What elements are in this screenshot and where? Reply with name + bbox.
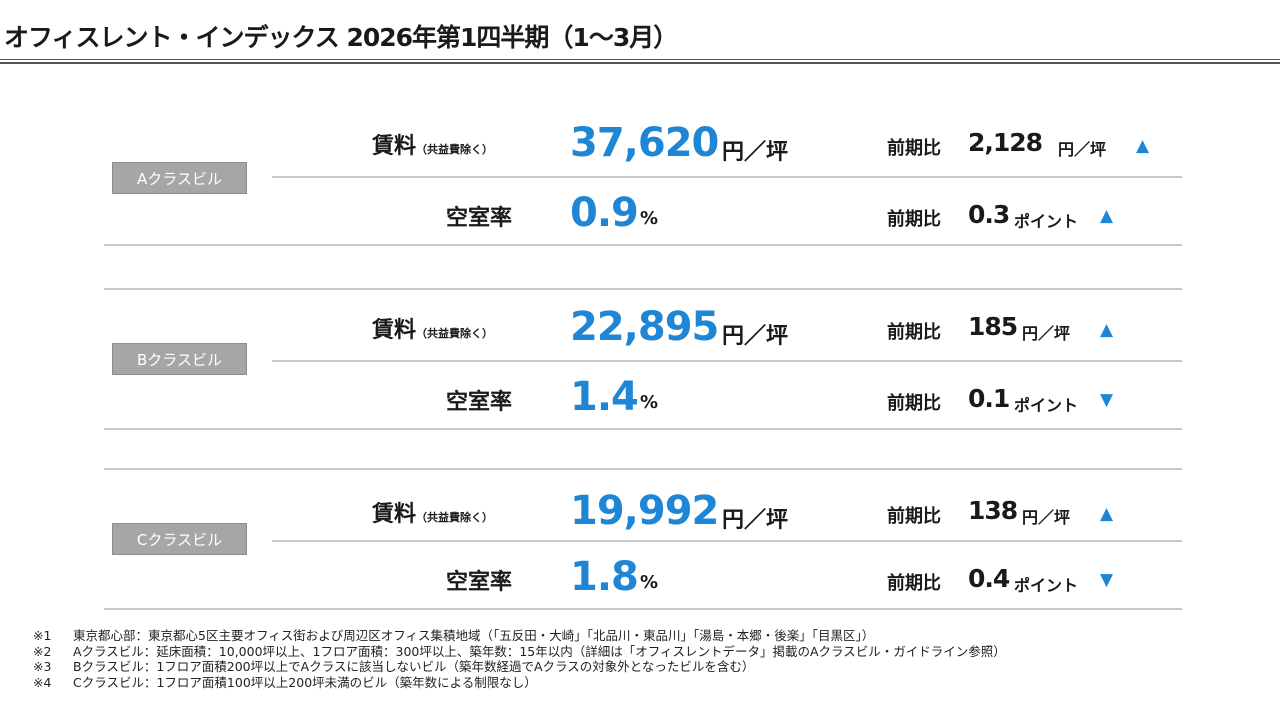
point-unit: ポイント <box>1014 576 1079 595</box>
section-b-class: Bクラスビル 賃料（共益費除く） 22,895 円／坪 前期比 185 円／坪 … <box>0 288 1280 438</box>
rent-unit: 円／坪 <box>722 140 789 165</box>
divider <box>104 608 1182 610</box>
c-rent-change: 138 <box>968 496 1018 525</box>
b-vacancy-change: 0.1 <box>968 384 1010 413</box>
compare-label: 前期比 <box>887 138 941 159</box>
c-rent-value: 19,992 <box>570 488 719 534</box>
vacancy-label: 空室率 <box>446 206 513 231</box>
divider <box>104 288 1182 290</box>
triangle-up-icon: ▲ <box>1136 136 1150 156</box>
b-rent-value: 22,895 <box>570 304 719 350</box>
point-unit: ポイント <box>1014 212 1079 231</box>
triangle-down-icon: ▼ <box>1100 570 1114 590</box>
percent-unit: % <box>640 572 659 593</box>
vacancy-label: 空室率 <box>446 570 513 595</box>
c-class-badge: Cクラスビル <box>112 523 247 555</box>
triangle-up-icon: ▲ <box>1100 320 1114 340</box>
a-vacancy-change: 0.3 <box>968 200 1010 229</box>
divider <box>104 244 1182 246</box>
compare-label: 前期比 <box>887 209 941 230</box>
b-class-badge: Bクラスビル <box>112 343 247 375</box>
c-vacancy-change: 0.4 <box>968 564 1010 593</box>
rent-label: 賃料（共益費除く） <box>372 318 494 343</box>
point-unit: ポイント <box>1014 396 1079 415</box>
percent-unit: % <box>640 392 659 413</box>
compare-label: 前期比 <box>887 393 941 414</box>
compare-label: 前期比 <box>887 573 941 594</box>
title-divider <box>0 59 1280 60</box>
section-a-class: Aクラスビル 賃料（共益費除く） 37,620 円／坪 前期比 2,128 円／… <box>0 120 1280 270</box>
rent-label: 賃料（共益費除く） <box>372 502 494 527</box>
divider <box>104 468 1182 470</box>
footnotes: ※1 東京都心部：東京都心5区主要オフィス街および周辺区オフィス集積地域（「五反田… <box>33 628 1006 690</box>
page-title: オフィスレント・インデックス 2026年第1四半期（1〜3月） <box>4 23 678 52</box>
rent-label: 賃料（共益費除く） <box>372 134 494 159</box>
divider <box>272 176 1182 178</box>
a-vacancy-value: 0.9 <box>570 190 639 236</box>
divider <box>272 360 1182 362</box>
rent-change-unit: 円／坪 <box>1022 324 1071 343</box>
divider <box>104 428 1182 430</box>
percent-unit: % <box>640 208 659 229</box>
rent-change-unit: 円／坪 <box>1022 508 1071 527</box>
triangle-up-icon: ▲ <box>1100 504 1114 524</box>
title-divider-thick <box>0 62 1280 64</box>
rent-change-unit: 円／坪 <box>1058 140 1107 159</box>
divider <box>272 540 1182 542</box>
footnote: ※1 東京都心部：東京都心5区主要オフィス街および周辺区オフィス集積地域（「五反田… <box>33 628 875 643</box>
vacancy-label: 空室率 <box>446 390 513 415</box>
rent-unit: 円／坪 <box>722 324 789 349</box>
compare-label: 前期比 <box>887 506 941 527</box>
compare-label: 前期比 <box>887 322 941 343</box>
rent-unit: 円／坪 <box>722 508 789 533</box>
section-c-class: Cクラスビル 賃料（共益費除く） 19,992 円／坪 前期比 138 円／坪 … <box>0 468 1280 618</box>
a-rent-value: 37,620 <box>570 120 719 166</box>
b-rent-change: 185 <box>968 312 1018 341</box>
triangle-down-icon: ▼ <box>1100 390 1114 410</box>
a-rent-change: 2,128 <box>968 128 1043 157</box>
footnote: ※3 Bクラスビル：1フロア面積200坪以上でAクラスに該当しないビル（築年数経過… <box>33 659 755 674</box>
footnote: ※2 Aクラスビル：延床面積：10,000坪以上、1フロア面積：300坪以上、築年… <box>33 643 1006 659</box>
c-vacancy-value: 1.8 <box>570 554 639 600</box>
b-vacancy-value: 1.4 <box>570 374 639 420</box>
footnote: ※4 Cクラスビル：1フロア面積100坪以上200坪未満のビル（築年数による制限な… <box>33 674 537 690</box>
index-panel: Aクラスビル 賃料（共益費除く） 37,620 円／坪 前期比 2,128 円／… <box>0 72 1280 628</box>
a-class-badge: Aクラスビル <box>112 162 247 194</box>
triangle-up-icon: ▲ <box>1100 206 1114 226</box>
